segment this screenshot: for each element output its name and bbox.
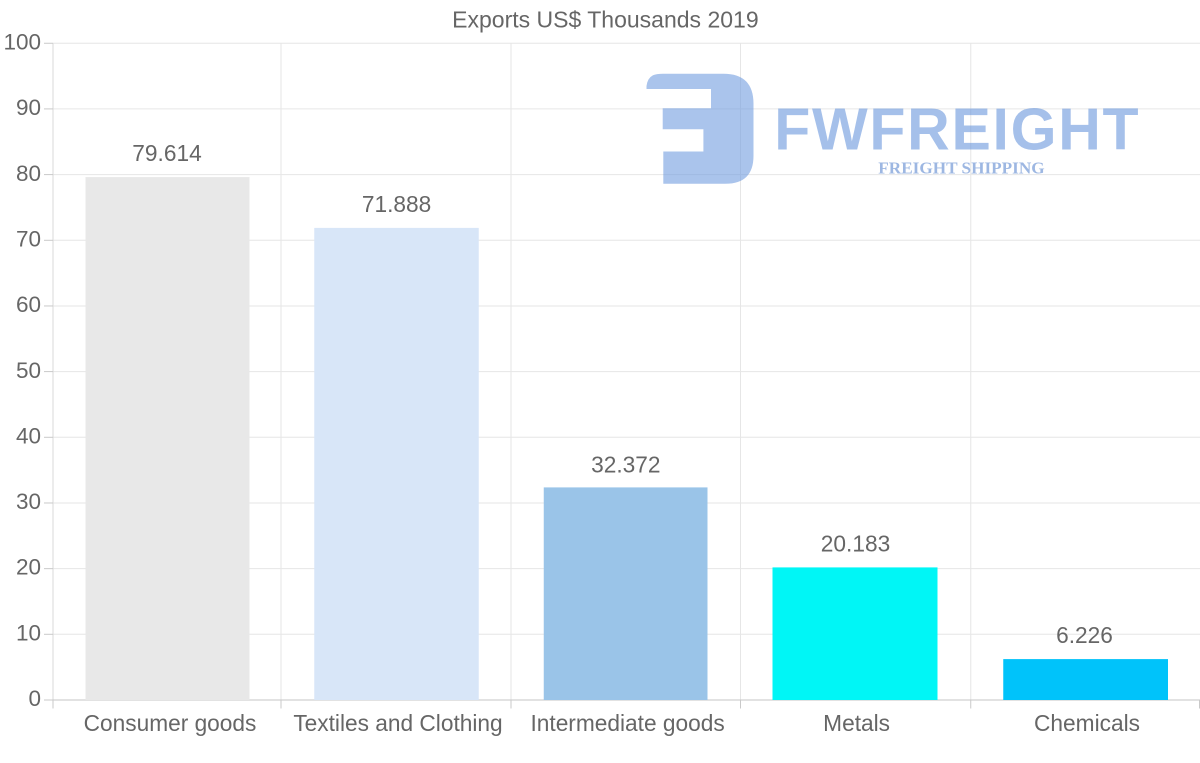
svg-text:Textiles and Clothing: Textiles and Clothing	[293, 710, 502, 736]
svg-text:40: 40	[16, 424, 41, 449]
svg-text:30: 30	[16, 489, 41, 514]
svg-text:10: 10	[16, 620, 41, 645]
svg-text:60: 60	[16, 292, 41, 317]
svg-text:FWFREIGHT: FWFREIGHT	[774, 97, 1140, 163]
svg-text:Consumer goods: Consumer goods	[84, 710, 257, 736]
svg-text:0: 0	[28, 686, 41, 711]
svg-text:Exports US$ Thousands 2019: Exports US$ Thousands 2019	[452, 7, 758, 33]
svg-text:71.888: 71.888	[362, 191, 431, 217]
svg-text:6.226: 6.226	[1056, 622, 1113, 648]
svg-text:80: 80	[16, 161, 41, 186]
svg-text:20.183: 20.183	[821, 530, 890, 556]
svg-text:70: 70	[16, 227, 41, 252]
svg-text:100: 100	[3, 29, 41, 54]
svg-text:79.614: 79.614	[132, 140, 201, 166]
svg-text:Chemicals: Chemicals	[1034, 710, 1140, 736]
svg-text:FREIGHT SHIPPING: FREIGHT SHIPPING	[878, 158, 1044, 177]
svg-text:20: 20	[16, 555, 41, 580]
svg-text:Metals: Metals	[823, 710, 890, 736]
svg-text:Intermediate goods: Intermediate goods	[530, 710, 724, 736]
svg-text:50: 50	[16, 358, 41, 383]
svg-text:32.372: 32.372	[591, 451, 660, 477]
svg-text:90: 90	[16, 95, 41, 120]
